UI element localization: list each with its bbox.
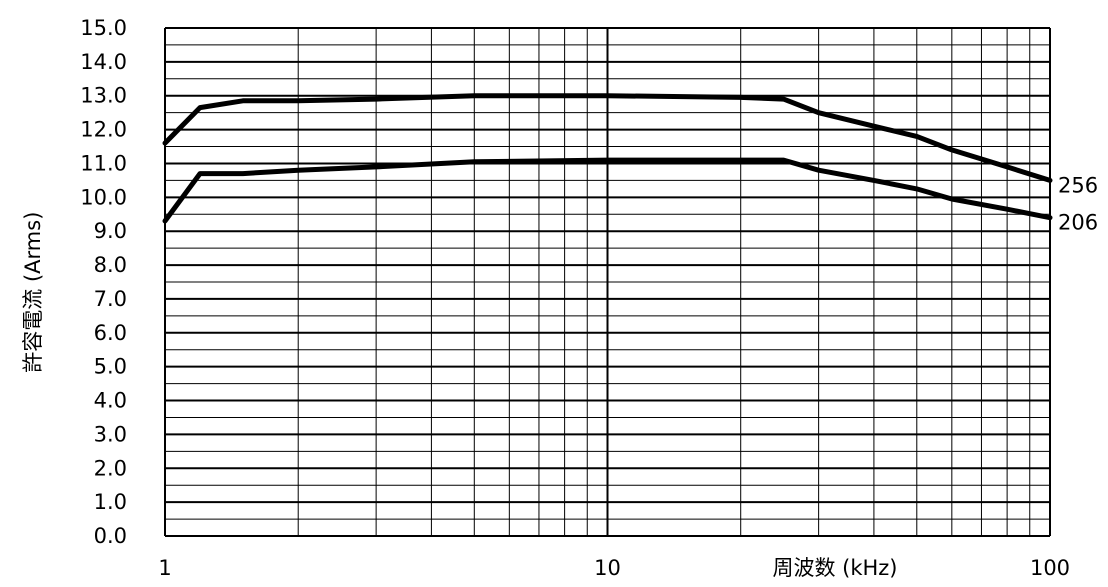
x-tick-label: 100 (1030, 556, 1070, 580)
series-line-206 (162, 157, 1053, 224)
y-tick-label: 8.0 (94, 253, 127, 277)
y-tick-label: 3.0 (94, 422, 127, 446)
y-tick-label: 14.0 (80, 50, 127, 74)
y-tick-label: 7.0 (94, 287, 127, 311)
y-tick-label: 2.0 (94, 456, 127, 480)
series-label-206: 206 (1058, 211, 1098, 235)
x-tick-label: 1 (158, 556, 171, 580)
y-axis-title: 許容電流 (Arms) (21, 212, 45, 373)
series-line-256 (162, 93, 1053, 183)
y-tick-label: 11.0 (80, 151, 127, 175)
y-tick-label: 6.0 (94, 321, 127, 345)
series-layer (162, 93, 1053, 224)
y-tick-label: 15.0 (80, 16, 127, 40)
series-label-256: 256 (1058, 173, 1098, 197)
x-tick-label: 10 (594, 556, 621, 580)
y-tick-label: 13.0 (80, 84, 127, 108)
y-tick-label: 12.0 (80, 118, 127, 142)
y-tick-label: 0.0 (94, 524, 127, 548)
y-tick-label: 9.0 (94, 219, 127, 243)
y-tick-label: 1.0 (94, 490, 127, 514)
y-tick-label: 10.0 (80, 185, 127, 209)
y-tick-label: 5.0 (94, 355, 127, 379)
y-tick-label: 4.0 (94, 389, 127, 413)
grid (164, 27, 1051, 537)
x-axis-title: 周波数 (kHz) (772, 556, 897, 580)
labels: 0.01.02.03.04.05.06.07.08.09.010.011.012… (21, 16, 1098, 580)
